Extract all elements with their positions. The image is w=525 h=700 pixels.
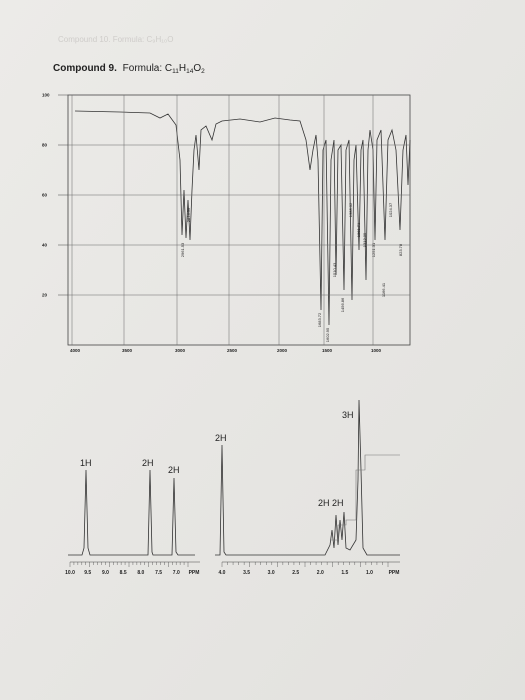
ir-peak-label: 2874.35 (186, 207, 191, 222)
formula: O (193, 63, 201, 74)
integration-label: 1H (80, 458, 92, 468)
ir-peak-label: 1361.71 (356, 222, 361, 237)
ir-x-tick-label: 1500 (322, 348, 333, 353)
nmr-axis-label: 3.0 (268, 570, 275, 576)
nmr-axis-label: 9.5 (84, 570, 91, 576)
nmr-axis-label: 9.0 (102, 570, 109, 576)
nmr-axis-label: 10.0 (65, 570, 75, 576)
nmr-trace-left (68, 469, 195, 556)
ir-x-tick-label: 2500 (227, 348, 238, 353)
nmr-axis-label: 3.5 (243, 570, 250, 576)
ir-x-tick-label: 1000 (371, 348, 382, 353)
nmr-axis-label: 8.0 (137, 570, 144, 576)
ir-y-tick-label: 60 (42, 193, 48, 198)
integration-label: 3H (342, 410, 354, 420)
ir-peak-label: 1510.43 (332, 262, 337, 277)
nmr-axis-label: 2.0 (317, 570, 324, 576)
ir-x-tick-label: 3000 (175, 348, 186, 353)
integration-label: 2H 2H (318, 498, 344, 508)
integration-label: 2H (142, 458, 154, 468)
integration-label: 2H (215, 433, 227, 443)
compound-label: Compound 9. (53, 63, 117, 74)
ir-peak-label: 1166.41 (381, 282, 386, 297)
ir-x-tick-label: 4000 (70, 348, 81, 353)
ir-x-tick-label: 3500 (122, 348, 133, 353)
nmr-axis-label: 4.0 (219, 570, 226, 576)
nmr-axis-label: PPM (189, 570, 200, 576)
ir-peak-label: 1313.09 (362, 232, 367, 247)
ir-peak-label: 2961.53 (180, 242, 185, 257)
nmr-axis-label: 7.0 (173, 570, 180, 576)
ir-y-tick-label: 20 (42, 293, 48, 298)
ir-peak-label: 1251.31 (371, 242, 376, 257)
formula: 11 (172, 68, 179, 75)
integration-label: 2H (168, 465, 180, 475)
ir-peak-label: 1683.72 (317, 312, 322, 327)
nmr-axis-label: 2.5 (292, 570, 299, 576)
nmr-axis-label: 1.0 (366, 570, 373, 576)
title: Compound 9. Formula: C11H14O2 (53, 63, 205, 75)
nmr-spectrum (68, 399, 400, 556)
faded-header: Compound 10. Formula: C₉H₁₀O (58, 35, 173, 44)
nmr-axis-label: 8.5 (120, 570, 127, 576)
integration-curve (330, 454, 400, 541)
nmr-axis-label: 1.5 (341, 570, 348, 576)
ir-peak-label: 823.78 (398, 243, 403, 256)
nmr-trace-right (215, 399, 400, 556)
ir-y-tick-label: 80 (42, 143, 48, 148)
formula: 14 (186, 68, 194, 75)
formula: H (179, 63, 186, 74)
formula: Formula: C (123, 63, 172, 74)
nmr-axis-label: PPM (389, 570, 400, 576)
ir-peak-label: 1456.86 (340, 297, 345, 312)
ir-peak-label: 1388.02 (348, 202, 353, 217)
ir-peak-label: 1602.95 (325, 327, 330, 342)
ir-x-tick-label: 2000 (277, 348, 288, 353)
ir-trace (74, 110, 411, 326)
ir-peak-label: 1024.37 (388, 202, 393, 217)
nmr-axis-label: 7.5 (155, 570, 162, 576)
ir-y-tick-label: 40 (42, 243, 48, 248)
ir-y-tick-label: 100 (42, 93, 50, 98)
formula: 2 (201, 68, 205, 75)
